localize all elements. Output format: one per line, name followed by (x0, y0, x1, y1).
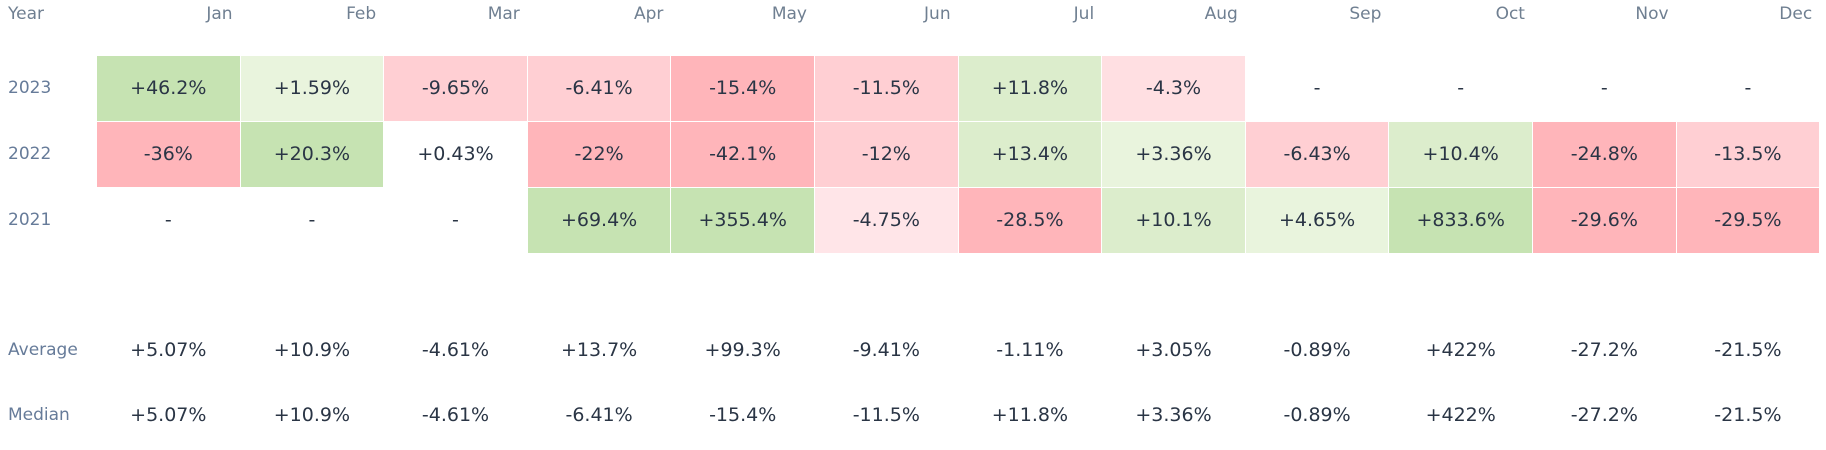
summary-median-jul: +11.8% (991, 404, 1069, 426)
return-cell-2021-sep: +4.65% (1245, 188, 1389, 253)
month-header-feb: Feb (346, 4, 377, 24)
return-cell-2022-dec: -13.5% (1676, 122, 1820, 187)
return-cell-2023-sep: - (1245, 56, 1389, 121)
return-cell-2021-mar: - (384, 188, 527, 253)
return-cell-2023-jul: +11.8% (958, 56, 1102, 121)
month-header-dec: Dec (1779, 4, 1813, 24)
year-label-2021: 2021 (8, 210, 52, 230)
return-cell-2021-oct: +833.6% (1389, 188, 1532, 253)
summary-median-dec: -21.5% (1714, 404, 1782, 426)
summary-average-sep: -0.89% (1283, 339, 1351, 361)
summary-average-jun: -9.41% (852, 339, 920, 361)
summary-average-may: +99.3% (704, 339, 781, 361)
summary-average-mar: -4.61% (421, 339, 490, 361)
summary-average-dec: -21.5% (1714, 339, 1782, 361)
summary-median-jun: -11.5% (852, 404, 920, 426)
summary-label-average: Average (8, 340, 78, 360)
month-header-sep: Sep (1349, 4, 1382, 24)
return-cell-2023-aug: -4.3% (1102, 56, 1245, 121)
summary-median-sep: -0.89% (1283, 404, 1351, 426)
summary-median-mar: -4.61% (421, 404, 490, 426)
return-cell-2023-oct: - (1389, 56, 1532, 121)
year-label-2023: 2023 (8, 78, 52, 98)
return-cell-2022-jan: -36% (97, 122, 240, 187)
year-label-2022: 2022 (8, 144, 52, 164)
summary-average-aug: +3.05% (1135, 339, 1212, 361)
return-cell-2023-mar: -9.65% (384, 56, 527, 121)
summary-median-oct: +422% (1425, 404, 1496, 426)
return-cell-2021-apr: +69.4% (527, 188, 671, 253)
summary-median-apr: -6.41% (565, 404, 633, 426)
summary-average-nov: -27.2% (1570, 339, 1638, 361)
summary-median-aug: +3.36% (1135, 404, 1212, 426)
return-cell-2023-may: -15.4% (671, 56, 814, 121)
return-cell-2021-jun: -4.75% (815, 188, 958, 253)
return-cell-2021-dec: -29.5% (1676, 188, 1820, 253)
summary-average-apr: +13.7% (560, 339, 638, 361)
summary-median-jan: +5.07% (130, 404, 207, 426)
summary-median-may: -15.4% (709, 404, 777, 426)
return-cell-2021-nov: -29.6% (1533, 188, 1676, 253)
return-cell-2021-may: +355.4% (671, 188, 814, 253)
return-cell-2022-nov: -24.8% (1533, 122, 1676, 187)
month-header-apr: Apr (633, 4, 664, 24)
summary-label-median: Median (8, 405, 70, 425)
summary-median-feb: +10.9% (273, 404, 351, 426)
summary-median-nov: -27.2% (1570, 404, 1638, 426)
month-header-aug: Aug (1204, 4, 1238, 24)
year-column-header: Year (8, 4, 44, 24)
summary-average-jul: -1.11% (996, 339, 1064, 361)
return-cell-2022-aug: +3.36% (1102, 122, 1245, 187)
return-cell-2021-feb: - (240, 188, 384, 253)
month-header-jun: Jun (924, 4, 951, 24)
month-header-nov: Nov (1635, 4, 1669, 24)
summary-average-oct: +422% (1425, 339, 1496, 361)
return-cell-2023-feb: +1.59% (240, 56, 384, 121)
return-cell-2022-sep: -6.43% (1245, 122, 1389, 187)
return-cell-2022-jun: -12% (815, 122, 958, 187)
return-cell-2022-jul: +13.4% (958, 122, 1102, 187)
month-header-jan: Jan (206, 4, 233, 24)
return-cell-2022-mar: +0.43% (384, 122, 527, 187)
return-cell-2022-oct: +10.4% (1389, 122, 1532, 187)
return-cell-2022-may: -42.1% (671, 122, 814, 187)
return-cell-2022-apr: -22% (527, 122, 671, 187)
return-cell-2023-jan: +46.2% (97, 56, 240, 121)
month-header-jul: Jul (1073, 4, 1095, 24)
return-cell-2021-aug: +10.1% (1102, 188, 1245, 253)
return-cell-2023-nov: - (1533, 56, 1676, 121)
return-cell-2021-jul: -28.5% (958, 188, 1102, 253)
month-header-may: May (771, 4, 807, 24)
summary-average-feb: +10.9% (273, 339, 351, 361)
return-cell-2023-jun: -11.5% (815, 56, 958, 121)
return-cell-2021-jan: - (97, 188, 240, 253)
summary-average-jan: +5.07% (130, 339, 207, 361)
month-header-mar: Mar (487, 4, 520, 24)
return-cell-2022-feb: +20.3% (240, 122, 384, 187)
return-cell-2023-dec: - (1676, 56, 1820, 121)
month-header-oct: Oct (1495, 4, 1525, 24)
return-cell-2023-apr: -6.41% (527, 56, 671, 121)
